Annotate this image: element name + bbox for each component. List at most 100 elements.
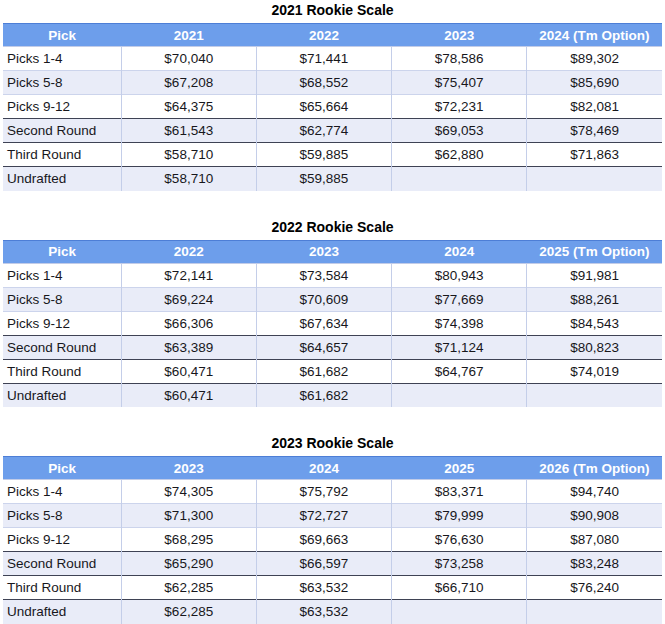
row-label-cell: Third Round — [3, 143, 121, 167]
salary-value-cell: $59,885 — [256, 167, 391, 191]
year-column-header: 2024 — [392, 240, 527, 263]
salary-value-cell: $89,302 — [527, 47, 662, 71]
salary-value-cell — [527, 383, 662, 407]
page: 2021 Rookie Scale Pick2021202220232024 (T… — [0, 0, 665, 624]
salary-value-cell: $68,552 — [256, 71, 391, 95]
row-label-cell: Picks 9-12 — [3, 95, 121, 119]
salary-value-cell: $70,609 — [256, 287, 391, 311]
pick-column-header: Pick — [3, 240, 121, 263]
salary-value-cell: $74,019 — [527, 359, 662, 383]
salary-value-cell: $74,398 — [392, 311, 527, 335]
salary-value-cell: $72,727 — [256, 504, 391, 528]
header-row: Pick2023202420252026 (Tm Option) — [3, 457, 662, 480]
salary-value-cell: $80,823 — [527, 335, 662, 359]
salary-value-cell: $66,306 — [121, 311, 256, 335]
year-column-header: 2025 (Tm Option) — [527, 240, 662, 263]
row-label-cell: Second Round — [3, 552, 121, 576]
row-label-cell: Second Round — [3, 335, 121, 359]
table-row: Picks 9-12$64,375$65,664$72,231$82,081 — [3, 95, 662, 119]
salary-value-cell — [527, 167, 662, 191]
salary-value-cell: $84,543 — [527, 311, 662, 335]
table-row: Picks 5-8$69,224$70,609$77,669$88,261 — [3, 287, 662, 311]
salary-value-cell: $62,285 — [121, 576, 256, 600]
table-row: Picks 1-4$70,040$71,441$78,586$89,302 — [3, 47, 662, 71]
salary-value-cell: $64,767 — [392, 359, 527, 383]
salary-value-cell: $67,634 — [256, 311, 391, 335]
salary-value-cell: $71,124 — [392, 335, 527, 359]
salary-value-cell: $59,885 — [256, 143, 391, 167]
row-label-cell: Picks 1-4 — [3, 263, 121, 287]
salary-value-cell: $62,880 — [392, 143, 527, 167]
row-label-cell: Third Round — [3, 576, 121, 600]
table-header: Pick2021202220232024 (Tm Option) — [3, 24, 662, 47]
salary-value-cell: $64,375 — [121, 95, 256, 119]
table-body: Picks 1-4$70,040$71,441$78,586$89,302Pic… — [3, 47, 662, 191]
table-row: Second Round$63,389$64,657$71,124$80,823 — [3, 335, 662, 359]
salary-value-cell: $72,141 — [121, 263, 256, 287]
salary-value-cell: $78,586 — [392, 47, 527, 71]
table-row: Picks 1-4$72,141$73,584$80,943$91,981 — [3, 263, 662, 287]
table-header: Pick2023202420252026 (Tm Option) — [3, 457, 662, 480]
table-title: 2021 Rookie Scale — [3, 2, 662, 19]
table-row: Undrafted$58,710$59,885 — [3, 167, 662, 191]
salary-value-cell: $69,663 — [256, 528, 391, 552]
table-title: 2022 Rookie Scale — [3, 219, 662, 236]
table-body: Picks 1-4$72,141$73,584$80,943$91,981Pic… — [3, 263, 662, 407]
salary-value-cell: $74,305 — [121, 480, 256, 504]
salary-value-cell: $83,371 — [392, 480, 527, 504]
year-column-header: 2023 — [256, 240, 391, 263]
row-label-cell: Picks 9-12 — [3, 311, 121, 335]
salary-value-cell: $77,669 — [392, 287, 527, 311]
rookie-scale-section: 2021 Rookie Scale Pick2021202220232024 (T… — [3, 2, 662, 191]
header-row: Pick2021202220232024 (Tm Option) — [3, 24, 662, 47]
salary-value-cell — [527, 600, 662, 624]
pick-column-header: Pick — [3, 24, 121, 47]
year-column-header: 2021 — [121, 24, 256, 47]
salary-value-cell: $79,999 — [392, 504, 527, 528]
row-label-cell: Third Round — [3, 359, 121, 383]
salary-value-cell: $75,792 — [256, 480, 391, 504]
table-row: Third Round$58,710$59,885$62,880$71,863 — [3, 143, 662, 167]
salary-value-cell: $61,682 — [256, 383, 391, 407]
row-label-cell: Picks 5-8 — [3, 287, 121, 311]
year-column-header: 2026 (Tm Option) — [527, 457, 662, 480]
salary-value-cell: $82,081 — [527, 95, 662, 119]
rookie-scale-section: 2023 Rookie ScalePick2023202420252026 (T… — [3, 435, 662, 624]
salary-value-cell — [392, 383, 527, 407]
year-column-header: 2024 (Tm Option) — [527, 24, 662, 47]
table-row: Third Round$62,285$63,532$66,710$76,240 — [3, 576, 662, 600]
rookie-scale-section: 2022 Rookie Scale Pick2022202320242025 (T… — [3, 219, 662, 408]
rookie-scale-table: Pick2023202420252026 (Tm Option)Picks 1-… — [3, 456, 662, 624]
salary-value-cell: $85,690 — [527, 71, 662, 95]
salary-value-cell — [392, 600, 527, 624]
salary-value-cell: $94,740 — [527, 480, 662, 504]
salary-value-cell: $69,053 — [392, 119, 527, 143]
table-header: Pick2022202320242025 (Tm Option) — [3, 240, 662, 263]
pick-column-header: Pick — [3, 457, 121, 480]
salary-value-cell: $73,584 — [256, 263, 391, 287]
table-row: Picks 5-8$67,208$68,552$75,407$85,690 — [3, 71, 662, 95]
salary-value-cell: $69,224 — [121, 287, 256, 311]
salary-value-cell: $83,248 — [527, 552, 662, 576]
row-label-cell: Picks 1-4 — [3, 47, 121, 71]
header-row: Pick2022202320242025 (Tm Option) — [3, 240, 662, 263]
rookie-scale-table: Pick2021202220232024 (Tm Option)Picks 1-… — [3, 23, 662, 191]
table-row: Picks 9-12$66,306$67,634$74,398$84,543 — [3, 311, 662, 335]
row-label-cell: Undrafted — [3, 167, 121, 191]
salary-value-cell: $66,597 — [256, 552, 391, 576]
salary-value-cell: $60,471 — [121, 359, 256, 383]
table-row: Picks 5-8$71,300$72,727$79,999$90,908 — [3, 504, 662, 528]
year-column-header: 2023 — [392, 24, 527, 47]
table-body: Picks 1-4$74,305$75,792$83,371$94,740Pic… — [3, 480, 662, 624]
row-label-cell: Undrafted — [3, 383, 121, 407]
salary-value-cell: $88,261 — [527, 287, 662, 311]
salary-value-cell: $65,290 — [121, 552, 256, 576]
row-label-cell: Second Round — [3, 119, 121, 143]
salary-value-cell: $91,981 — [527, 263, 662, 287]
row-label-cell: Picks 9-12 — [3, 528, 121, 552]
salary-value-cell: $76,240 — [527, 576, 662, 600]
salary-value-cell: $80,943 — [392, 263, 527, 287]
salary-value-cell: $58,710 — [121, 143, 256, 167]
salary-value-cell: $71,300 — [121, 504, 256, 528]
salary-value-cell: $73,258 — [392, 552, 527, 576]
